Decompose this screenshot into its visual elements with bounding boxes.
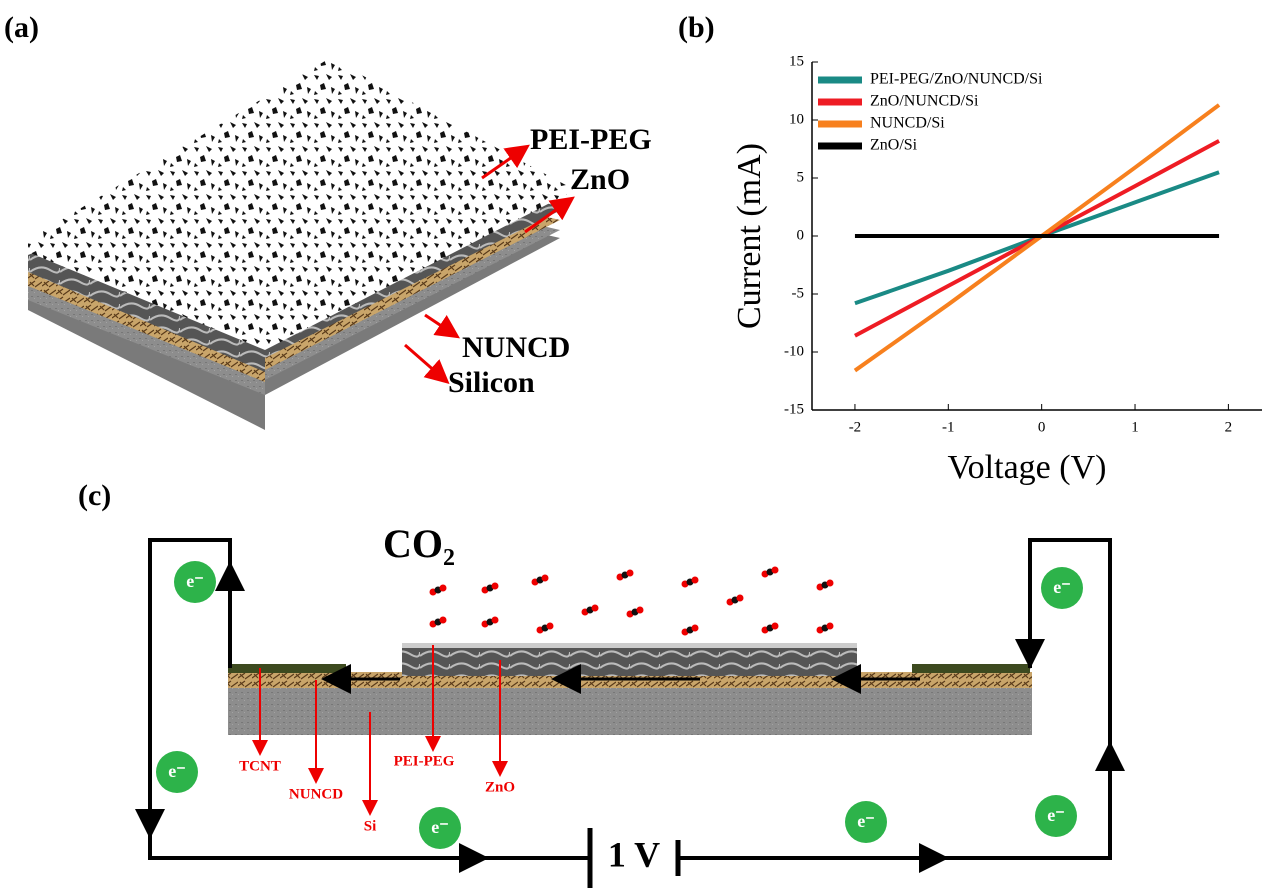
- y-tick-label: 15: [789, 53, 804, 69]
- oxygen: [440, 585, 447, 592]
- legend-label: ZnO/NUNCD/Si: [870, 93, 979, 110]
- oxygen: [772, 567, 779, 574]
- gas-label: CO₂: [383, 521, 455, 566]
- oxygen: [637, 607, 644, 614]
- electron-label: e⁻: [168, 761, 186, 781]
- y-tick-label: -5: [792, 285, 805, 301]
- tcnt-layer: [912, 664, 1030, 673]
- si-layer: [228, 688, 1032, 735]
- oxygen: [492, 617, 499, 624]
- arrow: [405, 345, 445, 380]
- panel-label: (a): [4, 11, 39, 44]
- figure: (a) (b) (c) PEI-PEG ZnO NUNCD Silicon -1…: [0, 0, 1268, 892]
- oxygen: [440, 617, 447, 624]
- y-tick-label: -10: [784, 343, 804, 359]
- x-tick-label: 1: [1131, 419, 1139, 435]
- y-axis-label: Current (mA): [731, 143, 768, 329]
- layer-label: Si: [364, 818, 377, 834]
- y-tick-label: 10: [789, 111, 804, 127]
- oxygen: [772, 623, 779, 630]
- panel-label: (c): [78, 479, 111, 512]
- layer-label: TCNT: [239, 758, 281, 774]
- pei-peg-layer: [402, 643, 857, 648]
- electron-label: e⁻: [857, 811, 875, 831]
- y-tick-label: 5: [797, 169, 805, 185]
- oxygen: [827, 580, 834, 587]
- layer-label: Silicon: [448, 366, 535, 399]
- layer-label: NUNCD: [462, 331, 570, 364]
- oxygen: [492, 583, 499, 590]
- y-tick-label: 0: [797, 227, 805, 243]
- layer-label: PEI-PEG: [394, 753, 455, 769]
- oxygen: [542, 575, 549, 582]
- electron-label: e⁻: [1047, 805, 1065, 825]
- tcnt-layer: [228, 664, 346, 673]
- oxygen: [592, 605, 599, 612]
- oxygen: [737, 595, 744, 602]
- x-tick-label: 0: [1038, 419, 1046, 435]
- arrow: [425, 315, 455, 335]
- legend-label: ZnO/Si: [870, 137, 918, 154]
- oxygen: [692, 577, 699, 584]
- circuit: CO₂ 1 V TCNT NUNCD Si PEI-PEG ZnO e⁻ e⁻ e⁻…: [150, 521, 1110, 888]
- voltage-label: 1 V: [608, 834, 660, 874]
- oxygen: [692, 625, 699, 632]
- electron-label: e⁻: [431, 817, 449, 837]
- x-tick-label: -1: [942, 419, 955, 435]
- x-axis-label: Voltage (V): [948, 449, 1107, 486]
- oxygen: [627, 570, 634, 577]
- electron-label: e⁻: [186, 571, 204, 591]
- legend-label: NUNCD/Si: [870, 115, 945, 132]
- layer-label: ZnO: [485, 779, 515, 795]
- layer-label: ZnO: [570, 163, 630, 196]
- x-tick-label: -2: [849, 419, 862, 435]
- x-tick-label: 2: [1225, 419, 1233, 435]
- legend-label: PEI-PEG/ZnO/NUNCD/Si: [870, 71, 1043, 88]
- layer-label: NUNCD: [289, 786, 343, 802]
- layer-label: PEI-PEG: [530, 123, 652, 156]
- y-tick-label: -15: [784, 401, 804, 417]
- molecules: [430, 567, 834, 636]
- electron-label: e⁻: [1053, 577, 1071, 597]
- oxygen: [547, 623, 554, 630]
- oxygen: [827, 623, 834, 630]
- panel-label: (b): [678, 11, 715, 44]
